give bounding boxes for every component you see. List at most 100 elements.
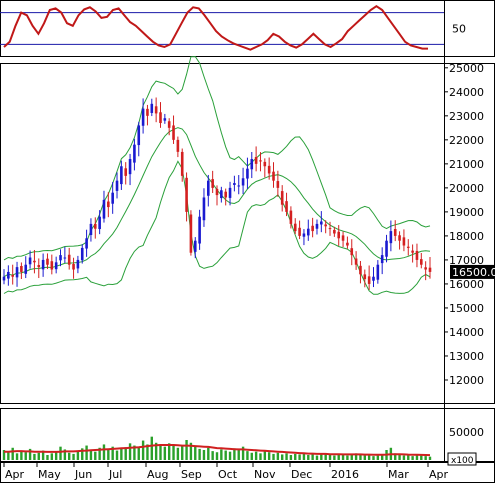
- bollinger-lower-band: [3, 160, 431, 295]
- time-tick-label: 2016: [331, 468, 359, 481]
- volume-bar: [254, 451, 258, 460]
- volume-bar: [394, 453, 397, 460]
- candle-body: [389, 231, 393, 244]
- volume-bar: [241, 446, 245, 460]
- volume-bar: [54, 451, 58, 460]
- candle-body: [263, 161, 267, 167]
- candle-body: [376, 264, 380, 280]
- volume-bar: [172, 445, 175, 460]
- candle-body: [241, 178, 245, 186]
- candle-body: [2, 276, 6, 281]
- volume-bar: [137, 447, 140, 460]
- volume-bar: [98, 447, 101, 460]
- volume-bar: [115, 450, 119, 460]
- volume-bar: [263, 450, 267, 460]
- candle-body: [341, 235, 345, 241]
- volume-bar: [376, 455, 380, 460]
- candle-body: [141, 108, 145, 126]
- time-tick-label: Jun: [74, 468, 92, 481]
- volume-bar: [146, 444, 149, 460]
- candle-body: [198, 216, 201, 244]
- candle-body: [189, 214, 193, 253]
- candle-body: [302, 233, 306, 237]
- time-tick-label: May: [38, 468, 61, 481]
- candle-body: [193, 240, 197, 252]
- price-tick-label: 14000: [449, 326, 484, 339]
- volume-bar: [354, 453, 358, 460]
- price-tick-label: 18000: [449, 230, 484, 243]
- volume-bar: [81, 448, 84, 460]
- time-tick-label: Apr: [429, 468, 449, 481]
- volume-bar: [102, 444, 106, 460]
- candle-body: [76, 259, 80, 269]
- candle-body: [220, 190, 223, 199]
- volume-unit-label: x100: [451, 456, 474, 466]
- candle-body: [324, 224, 327, 227]
- price-tick-label: 17000: [449, 254, 484, 267]
- candle-body: [93, 223, 97, 229]
- volume-bar: [237, 450, 240, 460]
- volume-bar: [311, 453, 314, 460]
- volume-bar: [33, 453, 36, 460]
- candle-body: [385, 240, 388, 257]
- volume-bar: [111, 446, 114, 460]
- candle-body: [267, 165, 271, 174]
- volume-bar: [154, 442, 158, 460]
- candle-body: [41, 259, 45, 270]
- volume-bar: [185, 440, 188, 460]
- volume-panel: 50000 x100: [2, 426, 484, 466]
- volume-bar: [15, 453, 19, 460]
- volume-bar: [298, 454, 301, 460]
- candle-body: [254, 156, 258, 164]
- price-tick-label: 24000: [449, 86, 484, 99]
- candle-body: [393, 229, 397, 236]
- price-tick-label: 25000: [449, 62, 484, 75]
- volume-bar: [367, 455, 371, 460]
- volume-bar: [224, 450, 227, 460]
- price-tick-label: 19000: [449, 206, 484, 219]
- volume-bar: [11, 447, 14, 460]
- candle-body: [146, 108, 149, 116]
- candle-body: [176, 139, 180, 152]
- candle-body: [411, 250, 414, 253]
- candle-body: [350, 248, 354, 256]
- candle-body: [424, 267, 427, 270]
- candle-body: [50, 261, 54, 270]
- volume-bar: [194, 446, 197, 460]
- time-tick-label: Oct: [218, 468, 238, 481]
- time-tick-label: Dec: [291, 468, 312, 481]
- volume-bar: [415, 455, 419, 460]
- price-tick-label: 12000: [449, 374, 484, 387]
- volume-bar: [76, 451, 80, 460]
- oscillator-line: [3, 5, 428, 51]
- candle-body: [337, 231, 341, 239]
- volume-bar: [124, 447, 127, 460]
- volume-bar: [285, 453, 288, 460]
- candle-body: [159, 112, 162, 124]
- volume-bar: [246, 451, 249, 460]
- volume-bar: [176, 447, 180, 460]
- volume-bar: [315, 455, 319, 460]
- candle-body: [315, 223, 319, 229]
- candle-body: [63, 257, 67, 259]
- volume-bar: [333, 455, 336, 460]
- candle-body: [346, 242, 349, 246]
- volume-bar: [411, 456, 414, 460]
- volume-bar: [398, 455, 401, 460]
- volume-bar: [163, 446, 167, 460]
- volume-bar: [50, 453, 54, 460]
- price-tick-label: 22000: [449, 134, 484, 147]
- volume-bar: [120, 448, 123, 460]
- candle-body: [367, 276, 371, 284]
- time-tick-label: Sep: [181, 468, 202, 481]
- candle-body: [28, 257, 32, 265]
- volume-bar: [46, 455, 49, 460]
- volume-bar: [250, 452, 253, 460]
- price-panel: 25000 24000 23000 22000 21000 20000 19000 18000…: [2, 56, 495, 387]
- price-tick-label: 15000: [449, 302, 484, 315]
- bollinger-upper-band: [3, 56, 431, 261]
- candle-body: [107, 201, 110, 208]
- candle-body: [85, 238, 88, 249]
- candle-body: [228, 187, 232, 198]
- candle-body: [224, 191, 227, 198]
